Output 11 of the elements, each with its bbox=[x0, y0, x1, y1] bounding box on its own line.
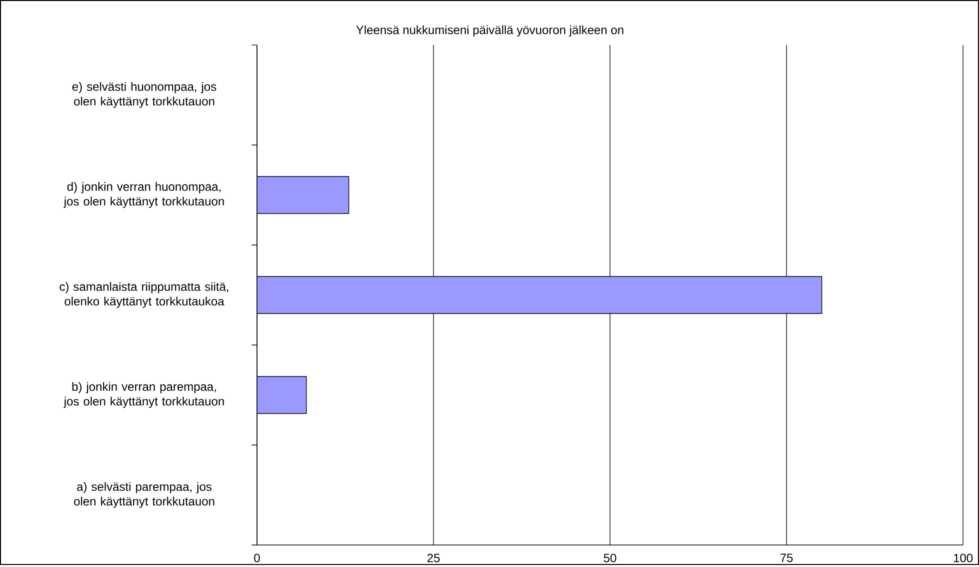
x-tick-label: 0 bbox=[254, 554, 260, 562]
y-tick-label: e) selvästi huonompaa, jos olen käyttänyt torkkutauon bbox=[72, 82, 216, 108]
x-tick-label: 50 bbox=[604, 554, 616, 562]
y-tick-label: c) samanlaista riippumatta siitä, olenko käyttänyt torkkutaukoa bbox=[60, 282, 228, 308]
y-tick-label: a) selvästi parempaa, jos olen käyttänyt torkkutauon bbox=[74, 482, 214, 508]
y-tick-label: b) jonkin verran parempaa, jos olen käyttänyt torkkutauon bbox=[64, 382, 224, 408]
x-tick-label: 100 bbox=[954, 554, 973, 562]
x-tick-label: 75 bbox=[780, 554, 793, 562]
x-tick-label: 25 bbox=[427, 554, 440, 562]
chart-title: Yleensä nukkumiseni päivällä yövuoron jälkeen on bbox=[356, 26, 624, 37]
y-tick-label: d) jonkin verran huonompaa, jos olen käyttänyt torkkutauon bbox=[64, 182, 224, 208]
